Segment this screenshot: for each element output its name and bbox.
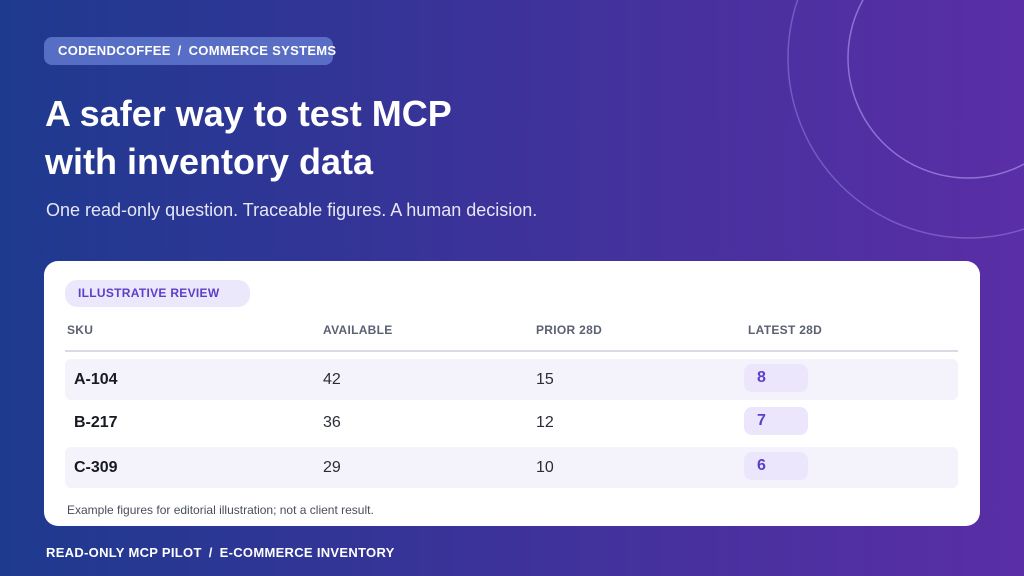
table-row: B-217 36 12 7 xyxy=(65,402,958,443)
footer-left: READ-ONLY MCP PILOT xyxy=(46,545,202,560)
prior-28d-cell: 15 xyxy=(536,371,554,388)
latest-28d-badge: 8 xyxy=(744,364,808,392)
breadcrumb: CODENDCOFFEE / COMMERCE SYSTEMS xyxy=(44,37,336,65)
column-header-prior-28d: PRIOR 28D xyxy=(536,323,603,337)
title-line-2: with inventory data xyxy=(45,141,374,182)
column-header-sku: SKU xyxy=(67,323,94,337)
sku-cell: B-217 xyxy=(74,414,118,431)
table-row: C-309 29 10 6 xyxy=(65,447,958,488)
illustrative-review-badge: ILLUSTRATIVE REVIEW xyxy=(65,280,250,307)
available-cell: 36 xyxy=(323,414,341,431)
header-divider xyxy=(65,350,958,352)
column-header-latest-28d: LATEST 28D xyxy=(748,323,823,337)
available-cell: 29 xyxy=(323,459,341,476)
sku-cell: A-104 xyxy=(74,371,118,388)
table-row: A-104 42 15 8 xyxy=(65,359,958,400)
footer-caption: READ-ONLY MCP PILOT / E-COMMERCE INVENTORY xyxy=(46,545,395,560)
latest-28d-badge: 6 xyxy=(744,452,808,480)
page-title: A safer way to test MCP with inventory d… xyxy=(45,90,745,186)
sku-cell: C-309 xyxy=(74,459,118,476)
prior-28d-cell: 10 xyxy=(536,459,554,476)
title-line-1: A safer way to test MCP xyxy=(45,93,452,134)
breadcrumb-brand: CODENDCOFFEE xyxy=(58,43,171,58)
latest-28d-badge: 7 xyxy=(744,407,808,435)
disclaimer-note: Example figures for editorial illustrati… xyxy=(67,503,374,517)
footer-separator: / xyxy=(208,545,213,560)
breadcrumb-section: COMMERCE SYSTEMS xyxy=(188,43,337,58)
column-header-available: AVAILABLE xyxy=(323,323,393,337)
page-subtitle: One read-only question. Traceable figure… xyxy=(46,200,538,220)
available-cell: 42 xyxy=(323,371,341,388)
inventory-review-card: ILLUSTRATIVE REVIEW SKU AVAILABLE PRIOR … xyxy=(44,261,980,526)
breadcrumb-separator: / xyxy=(177,43,182,58)
footer-right: E-COMMERCE INVENTORY xyxy=(219,545,395,560)
prior-28d-cell: 12 xyxy=(536,414,554,431)
